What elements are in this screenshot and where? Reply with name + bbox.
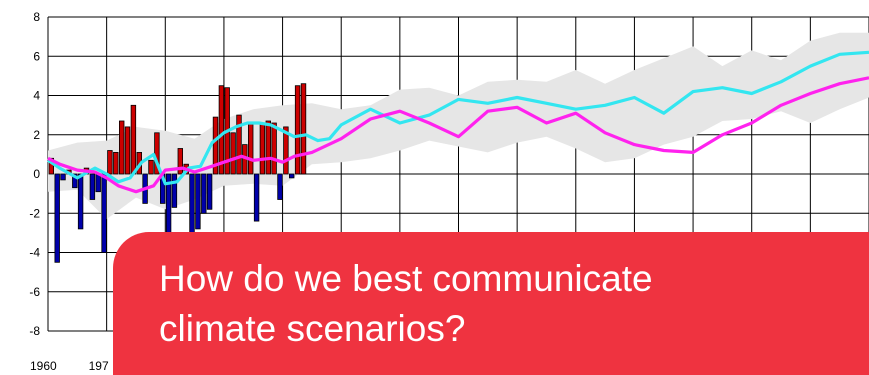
bar xyxy=(113,151,119,175)
bar xyxy=(60,173,66,181)
bar xyxy=(253,173,260,222)
callout-text: How do we best communicate climate scena… xyxy=(159,258,653,349)
bar xyxy=(294,85,301,175)
y-tick-label: 0 xyxy=(33,167,40,181)
x-tick-label: 1960 xyxy=(30,359,57,373)
bar xyxy=(95,173,101,193)
y-tick-label: 8 xyxy=(33,10,40,24)
bar xyxy=(201,173,207,214)
bar xyxy=(283,126,289,175)
bar xyxy=(236,114,242,175)
bar xyxy=(72,173,78,189)
bar xyxy=(195,173,201,230)
y-tick-label: 2 xyxy=(33,128,40,142)
line-series-group xyxy=(47,50,869,194)
series-line xyxy=(47,50,869,186)
series-line xyxy=(47,76,869,194)
y-tick-label: -6 xyxy=(29,285,40,299)
bar xyxy=(212,116,219,175)
bar xyxy=(54,173,60,263)
bar xyxy=(206,173,213,210)
bar xyxy=(107,150,113,175)
bar xyxy=(101,173,107,253)
bar xyxy=(300,83,307,175)
bar xyxy=(119,120,125,175)
bar xyxy=(288,173,295,179)
y-tick-label: 4 xyxy=(33,89,40,103)
bar xyxy=(218,85,225,175)
bar xyxy=(148,159,154,175)
bar xyxy=(259,122,266,175)
y-axis-ticks: 8 6 4 2 0 -2 -4 -6 -8 xyxy=(29,10,40,338)
callout-box: How do we best communicate climate scena… xyxy=(113,232,869,375)
bar xyxy=(124,126,131,175)
y-tick-label: -8 xyxy=(29,324,40,338)
bar xyxy=(277,173,283,200)
bar xyxy=(77,173,84,230)
bar xyxy=(130,104,137,175)
y-tick-label: 6 xyxy=(33,49,40,63)
x-axis-ticks: 1960 197 xyxy=(30,359,109,373)
bar xyxy=(171,173,178,208)
y-tick-label: -4 xyxy=(29,246,40,260)
x-tick-label: 197 xyxy=(89,359,109,373)
bar xyxy=(89,173,96,200)
bar xyxy=(247,122,254,175)
bar xyxy=(230,132,236,175)
bar xyxy=(265,120,271,175)
y-tick-label: -2 xyxy=(29,206,40,220)
bar xyxy=(177,148,183,175)
bar xyxy=(271,122,277,175)
